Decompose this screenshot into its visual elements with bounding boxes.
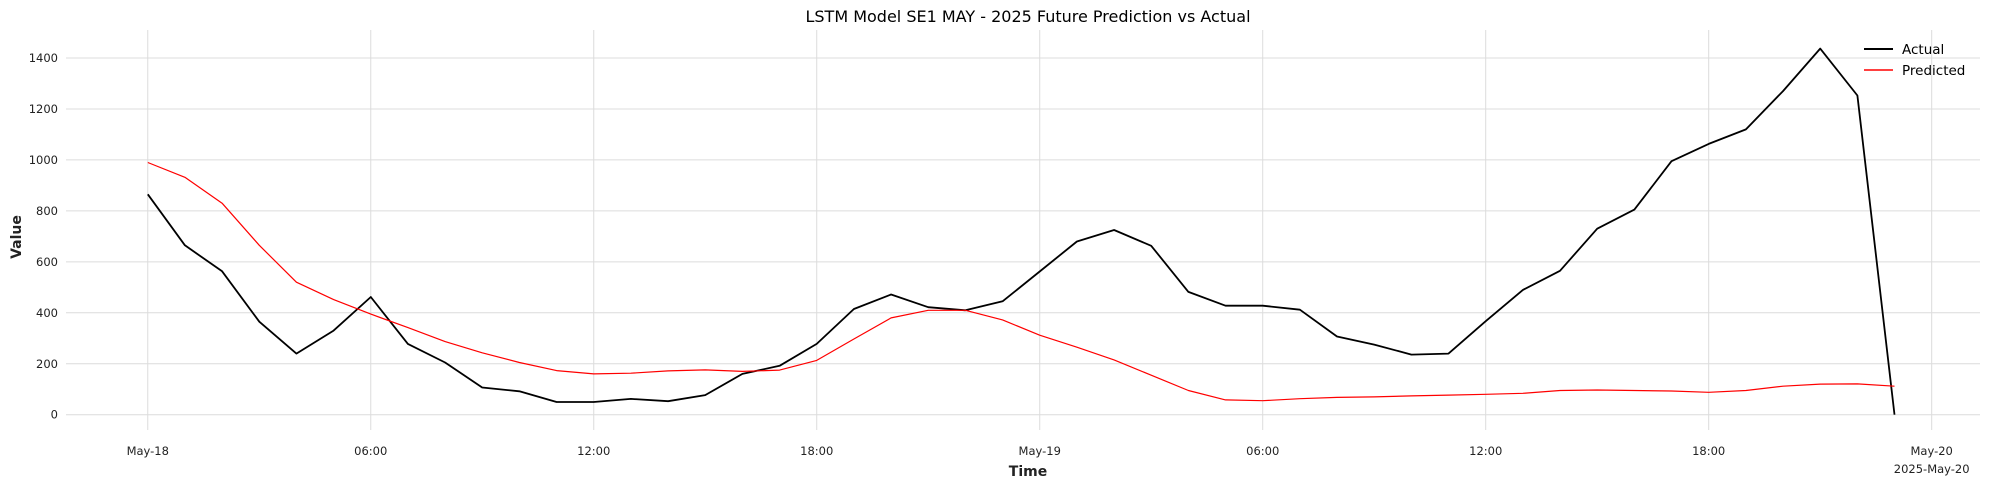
- series-lines: [148, 49, 1895, 415]
- y-tick-label: 600: [36, 255, 58, 269]
- grid: [66, 30, 1980, 430]
- series-line-predicted: [148, 163, 1895, 401]
- y-tick-label: 800: [36, 204, 58, 218]
- y-axis-label: Value: [9, 215, 25, 259]
- y-tick-label: 1200: [29, 102, 58, 116]
- y-tick-label: 1400: [29, 51, 58, 65]
- x-tick-labels: May-18 06:00 12:00 18:00 May-19 06:00 12:00 18:…: [127, 444, 1970, 476]
- y-tick-label: 1000: [29, 153, 58, 167]
- legend: Actual Predicted: [1864, 42, 1965, 79]
- x-tick-label: May-18: [127, 444, 169, 458]
- x-tick-label: May-20: [1911, 444, 1953, 458]
- y-tick-labels: 0 200 400 600 800 1000 1200 1400: [29, 51, 58, 422]
- x-tick-label: 06:00: [1246, 444, 1279, 458]
- y-tick-label: 400: [36, 306, 58, 320]
- x-axis-label: Time: [1009, 464, 1047, 480]
- x-tick-label: May-19: [1019, 444, 1061, 458]
- legend-label-actual: Actual: [1902, 42, 1944, 58]
- x-tick-sublabel: 2025-May-20: [1894, 462, 1970, 476]
- x-tick-label: 12:00: [1469, 444, 1502, 458]
- y-tick-label: 0: [51, 408, 58, 422]
- legend-label-predicted: Predicted: [1902, 63, 1965, 79]
- y-tick-label: 200: [36, 357, 58, 371]
- x-tick-label: 12:00: [577, 444, 610, 458]
- series-line-actual: [148, 49, 1895, 415]
- x-tick-label: 06:00: [354, 444, 387, 458]
- x-tick-label: 18:00: [1692, 444, 1725, 458]
- x-tick-label: 18:00: [800, 444, 833, 458]
- chart-title: LSTM Model SE1 MAY - 2025 Future Predict…: [805, 7, 1250, 26]
